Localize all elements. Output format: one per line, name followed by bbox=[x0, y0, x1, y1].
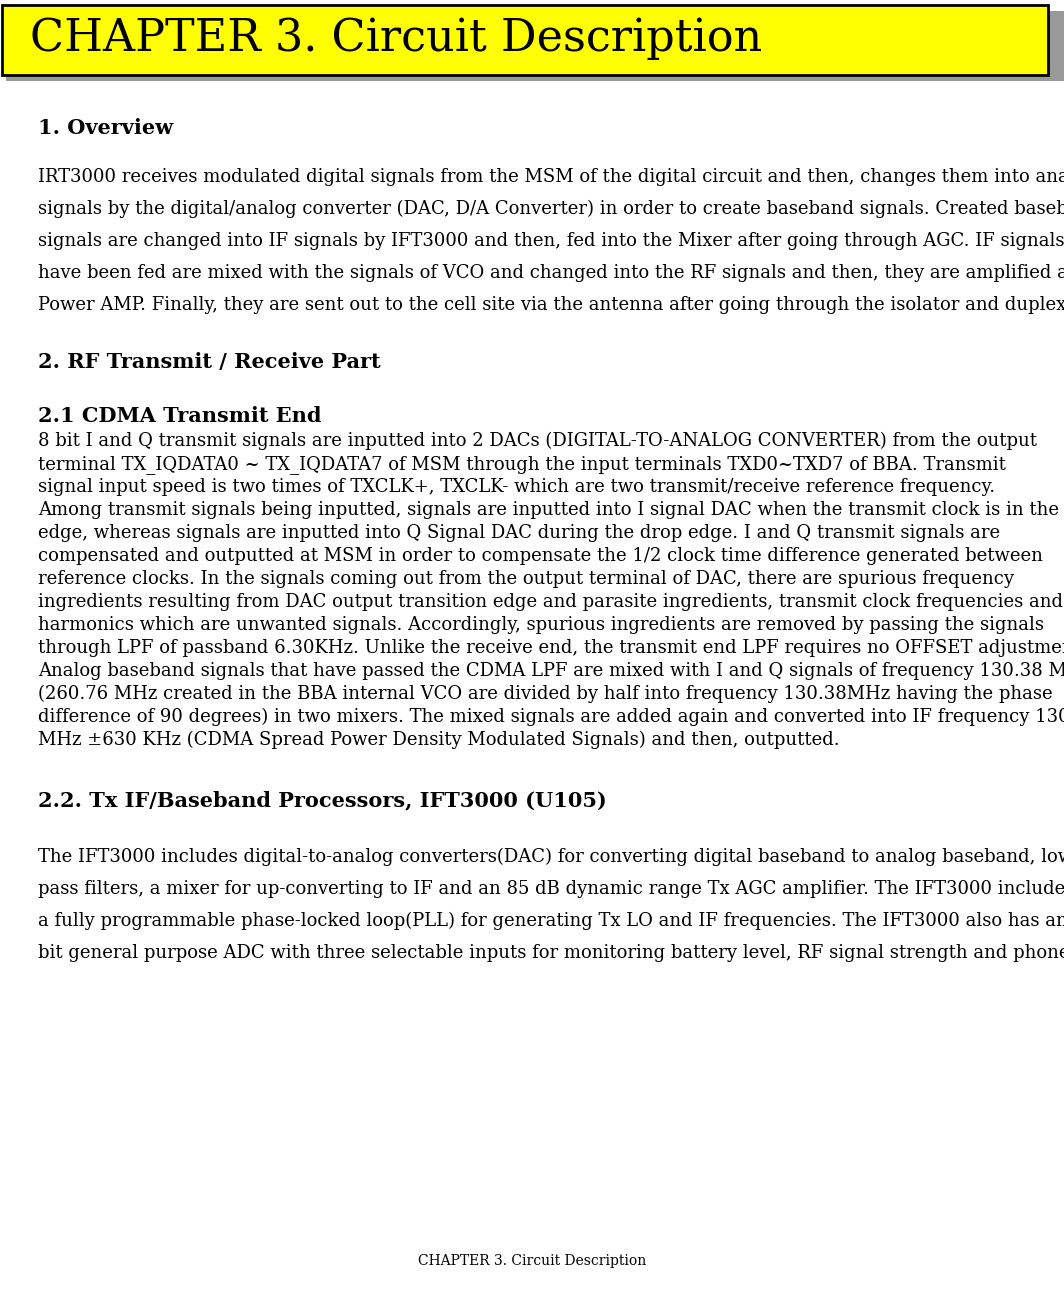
Text: Power AMP. Finally, they are sent out to the cell site via the antenna after goi: Power AMP. Finally, they are sent out to… bbox=[38, 296, 1064, 314]
Text: CHAPTER 3. Circuit Description: CHAPTER 3. Circuit Description bbox=[30, 17, 762, 59]
Text: a fully programmable phase-locked loop(PLL) for generating Tx LO and IF frequenc: a fully programmable phase-locked loop(P… bbox=[38, 912, 1064, 930]
Text: pass filters, a mixer for up-converting to IF and an 85 dB dynamic range Tx AGC : pass filters, a mixer for up-converting … bbox=[38, 880, 1064, 898]
Text: 2.2. Tx IF/Baseband Processors, IFT3000 (U105): 2.2. Tx IF/Baseband Processors, IFT3000 … bbox=[38, 789, 606, 810]
Text: The IFT3000 includes digital-to-analog converters(DAC) for converting digital ba: The IFT3000 includes digital-to-analog c… bbox=[38, 848, 1064, 866]
Text: compensated and outputted at MSM in order to compensate the 1/2 clock time diffe: compensated and outputted at MSM in orde… bbox=[38, 547, 1043, 565]
Text: Among transmit signals being inputted, signals are inputted into I signal DAC wh: Among transmit signals being inputted, s… bbox=[38, 501, 1064, 519]
Text: 1. Overview: 1. Overview bbox=[38, 118, 173, 138]
Text: have been fed are mixed with the signals of VCO and changed into the RF signals : have been fed are mixed with the signals… bbox=[38, 264, 1064, 282]
Text: (260.76 MHz created in the BBA internal VCO are divided by half into frequency 1: (260.76 MHz created in the BBA internal … bbox=[38, 685, 1052, 703]
Text: MHz ±630 KHz (CDMA Spread Power Density Modulated Signals) and then, outputted.: MHz ±630 KHz (CDMA Spread Power Density … bbox=[38, 731, 839, 749]
Text: difference of 90 degrees) in two mixers. The mixed signals are added again and c: difference of 90 degrees) in two mixers.… bbox=[38, 708, 1064, 726]
Bar bbox=[6, 12, 1064, 81]
Text: bit general purpose ADC with three selectable inputs for monitoring battery leve: bit general purpose ADC with three selec… bbox=[38, 944, 1064, 963]
Text: through LPF of passband 6.30KHz. Unlike the receive end, the transmit end LPF re: through LPF of passband 6.30KHz. Unlike … bbox=[38, 640, 1064, 658]
Text: ingredients resulting from DAC output transition edge and parasite ingredients, : ingredients resulting from DAC output tr… bbox=[38, 593, 1063, 611]
Text: signals are changed into IF signals by IFT3000 and then, fed into the Mixer afte: signals are changed into IF signals by I… bbox=[38, 233, 1064, 249]
Text: 2. RF Transmit / Receive Part: 2. RF Transmit / Receive Part bbox=[38, 351, 381, 372]
Text: Analog baseband signals that have passed the CDMA LPF are mixed with I and Q sig: Analog baseband signals that have passed… bbox=[38, 662, 1064, 680]
Text: 2.1 CDMA Transmit End: 2.1 CDMA Transmit End bbox=[38, 406, 321, 426]
Text: IRT3000 receives modulated digital signals from the MSM of the digital circuit a: IRT3000 receives modulated digital signa… bbox=[38, 168, 1064, 186]
Text: signals by the digital/analog converter (DAC, D/A Converter) in order to create : signals by the digital/analog converter … bbox=[38, 200, 1064, 218]
Text: CHAPTER 3. Circuit Description: CHAPTER 3. Circuit Description bbox=[418, 1255, 646, 1267]
Text: signal input speed is two times of TXCLK+, TXCLK- which are two transmit/receive: signal input speed is two times of TXCLK… bbox=[38, 478, 995, 496]
Bar bbox=[2, 5, 1048, 75]
Text: edge, whereas signals are inputted into Q Signal DAC during the drop edge. I and: edge, whereas signals are inputted into … bbox=[38, 525, 1000, 543]
Text: 8 bit I and Q transmit signals are inputted into 2 DACs (DIGITAL-TO-ANALOG CONVE: 8 bit I and Q transmit signals are input… bbox=[38, 432, 1037, 450]
Text: terminal TX_IQDATA0 ~ TX_IQDATA7 of MSM through the input terminals TXD0~TXD7 of: terminal TX_IQDATA0 ~ TX_IQDATA7 of MSM … bbox=[38, 455, 1005, 474]
Text: reference clocks. In the signals coming out from the output terminal of DAC, the: reference clocks. In the signals coming … bbox=[38, 570, 1014, 588]
Text: harmonics which are unwanted signals. Accordingly, spurious ingredients are remo: harmonics which are unwanted signals. Ac… bbox=[38, 616, 1044, 634]
